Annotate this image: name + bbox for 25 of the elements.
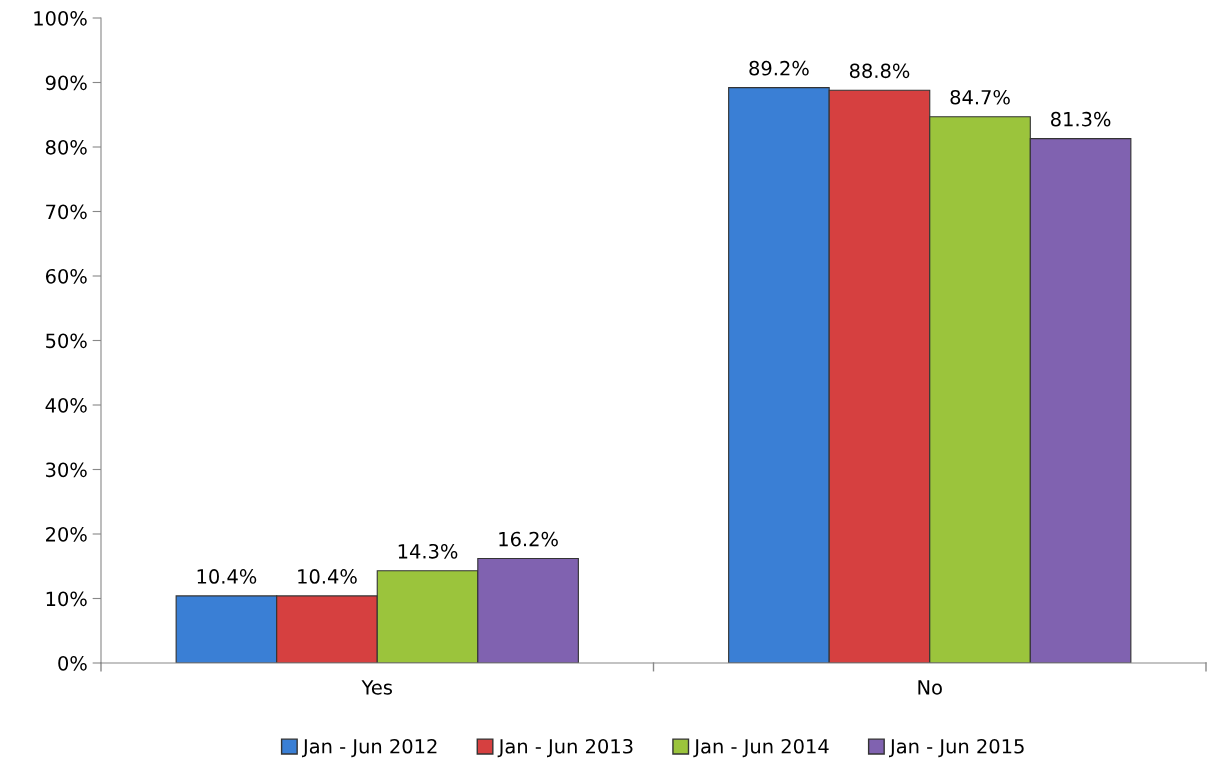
y-tick-label: 80% — [45, 139, 87, 155]
y-tick-label: 60% — [45, 268, 87, 284]
y-tick-label: 0% — [58, 655, 87, 671]
data-label: 84.7% — [950, 89, 1010, 105]
y-tick-label: 90% — [45, 75, 87, 91]
data-label: 14.3% — [398, 543, 458, 559]
legend-label: Jan - Jun 2015 — [889, 738, 1024, 758]
legend-label: Jan - Jun 2012 — [301, 738, 437, 758]
data-label: 81.3% — [1051, 111, 1111, 127]
y-tick-label: 50% — [46, 333, 87, 349]
legend-label: Jan - Jun 2014 — [693, 738, 829, 758]
x-tick-label: No — [918, 680, 942, 695]
y-tick-label: 10% — [46, 591, 87, 607]
data-label: 89.2% — [749, 60, 809, 76]
y-tick-label: 100% — [34, 10, 87, 26]
data-label: 10.4% — [197, 569, 257, 584]
data-label: 10.4% — [298, 569, 357, 584]
legend-label: Jan - Jun 2013 — [497, 738, 633, 758]
y-tick-label: 30% — [46, 462, 87, 478]
data-label: 88.8% — [849, 63, 910, 79]
x-tick-label: Yes — [361, 680, 392, 695]
y-tick-label: 40% — [45, 397, 87, 413]
data-label: 16.2% — [499, 531, 558, 547]
y-tick-label: 70% — [46, 204, 87, 220]
y-tick-label: 20% — [46, 526, 87, 542]
